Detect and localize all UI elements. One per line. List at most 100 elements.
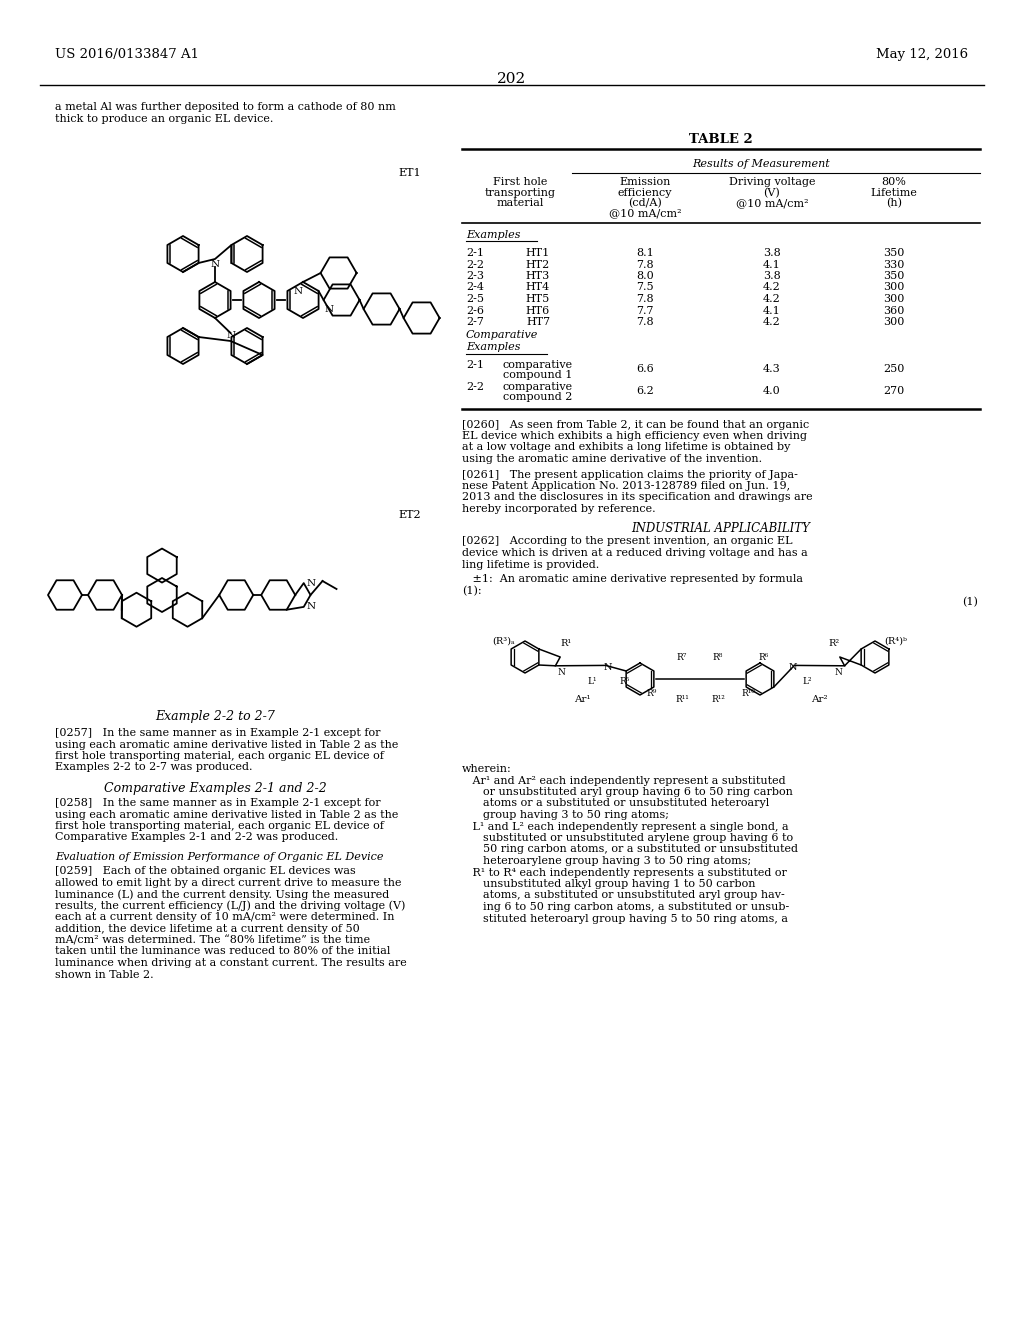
Text: R⁷: R⁷ — [677, 653, 687, 663]
Text: ing 6 to 50 ring carbon atoms, a substituted or unsub-: ing 6 to 50 ring carbon atoms, a substit… — [462, 902, 790, 912]
Text: 7.8: 7.8 — [636, 294, 653, 304]
Text: addition, the device lifetime at a current density of 50: addition, the device lifetime at a curre… — [55, 924, 359, 933]
Text: 300: 300 — [884, 294, 904, 304]
Text: 3.8: 3.8 — [763, 271, 781, 281]
Text: 6.6: 6.6 — [636, 364, 654, 375]
Text: 2-2: 2-2 — [466, 383, 484, 392]
Text: ET1: ET1 — [398, 168, 421, 178]
Text: HT3: HT3 — [526, 271, 550, 281]
Text: INDUSTRIAL APPLICABILITY: INDUSTRIAL APPLICABILITY — [632, 521, 810, 535]
Text: transporting: transporting — [484, 187, 555, 198]
Text: 7.8: 7.8 — [636, 260, 653, 269]
Text: substituted or unsubstituted arylene group having 6 to: substituted or unsubstituted arylene gro… — [462, 833, 794, 843]
Text: first hole transporting material, each organic EL device of: first hole transporting material, each o… — [55, 751, 384, 762]
Text: 2-1: 2-1 — [466, 248, 484, 257]
Text: taken until the luminance was reduced to 80% of the initial: taken until the luminance was reduced to… — [55, 946, 390, 957]
Text: (1):: (1): — [462, 586, 481, 595]
Text: 7.8: 7.8 — [636, 317, 653, 327]
Text: L²: L² — [803, 677, 812, 686]
Text: 2-3: 2-3 — [466, 271, 484, 281]
Text: Examples 2-2 to 2-7 was produced.: Examples 2-2 to 2-7 was produced. — [55, 763, 253, 772]
Text: R⁵: R⁵ — [618, 677, 630, 686]
Text: 3.8: 3.8 — [763, 248, 781, 257]
Text: Lifetime: Lifetime — [870, 187, 918, 198]
Text: 360: 360 — [884, 305, 904, 315]
Text: N: N — [557, 668, 565, 677]
Text: Ar¹ and Ar² each independently represent a substituted: Ar¹ and Ar² each independently represent… — [462, 776, 785, 785]
Text: efficiency: efficiency — [617, 187, 672, 198]
Text: HT2: HT2 — [526, 260, 550, 269]
Text: L¹ and L² each independently represent a single bond, a: L¹ and L² each independently represent a… — [462, 821, 788, 832]
Text: R¹⁰: R¹⁰ — [741, 689, 755, 698]
Text: 2-1: 2-1 — [466, 360, 484, 371]
Text: ET2: ET2 — [398, 510, 421, 520]
Text: 4.2: 4.2 — [763, 282, 781, 293]
Text: 250: 250 — [884, 364, 904, 375]
Text: N: N — [226, 331, 236, 341]
Text: at a low voltage and exhibits a long lifetime is obtained by: at a low voltage and exhibits a long lif… — [462, 442, 791, 453]
Text: @10 mA/cm²: @10 mA/cm² — [608, 209, 681, 219]
Text: Example 2-2 to 2-7: Example 2-2 to 2-7 — [155, 710, 274, 723]
Text: Examples: Examples — [466, 342, 520, 352]
Text: N: N — [294, 286, 302, 296]
Text: 4.0: 4.0 — [763, 387, 781, 396]
Text: TABLE 2: TABLE 2 — [689, 133, 753, 147]
Text: HT4: HT4 — [526, 282, 550, 293]
Text: 350: 350 — [884, 271, 904, 281]
Text: R¹ to R⁴ each independently represents a substituted or: R¹ to R⁴ each independently represents a… — [462, 867, 786, 878]
Text: unsubstituted alkyl group having 1 to 50 carbon: unsubstituted alkyl group having 1 to 50… — [462, 879, 756, 888]
Text: wherein:: wherein: — [462, 764, 512, 774]
Text: N: N — [307, 578, 315, 587]
Text: [0262]   According to the present invention, an organic EL: [0262] According to the present inventio… — [462, 536, 793, 546]
Text: [0257]   In the same manner as in Example 2-1 except for: [0257] In the same manner as in Example … — [55, 729, 381, 738]
Text: hereby incorporated by reference.: hereby incorporated by reference. — [462, 504, 655, 513]
Text: Results of Measurement: Results of Measurement — [692, 158, 829, 169]
Text: 4.1: 4.1 — [763, 260, 781, 269]
Text: 300: 300 — [884, 317, 904, 327]
Text: Comparative: Comparative — [466, 330, 539, 341]
Text: N: N — [835, 668, 843, 677]
Text: shown in Table 2.: shown in Table 2. — [55, 969, 154, 979]
Text: N: N — [325, 305, 334, 314]
Text: HT5: HT5 — [526, 294, 550, 304]
Text: using each aromatic amine derivative listed in Table 2 as the: using each aromatic amine derivative lis… — [55, 809, 398, 820]
Text: 2-4: 2-4 — [466, 282, 484, 293]
Text: luminance (L) and the current density. Using the measured: luminance (L) and the current density. U… — [55, 888, 389, 899]
Text: R¹¹: R¹¹ — [675, 696, 689, 705]
Text: N: N — [211, 260, 219, 269]
Text: or unsubstituted aryl group having 6 to 50 ring carbon: or unsubstituted aryl group having 6 to … — [462, 787, 793, 797]
Text: [0259]   Each of the obtained organic EL devices was: [0259] Each of the obtained organic EL d… — [55, 866, 355, 876]
Text: luminance when driving at a constant current. The results are: luminance when driving at a constant cur… — [55, 958, 407, 968]
Text: each at a current density of 10 mA/cm² were determined. In: each at a current density of 10 mA/cm² w… — [55, 912, 394, 921]
Text: R⁸: R⁸ — [713, 653, 723, 663]
Text: R²: R² — [828, 639, 840, 648]
Text: comparative: comparative — [503, 383, 573, 392]
Text: 7.5: 7.5 — [636, 282, 653, 293]
Text: 202: 202 — [498, 73, 526, 86]
Text: (R³)ₐ: (R³)ₐ — [493, 636, 515, 645]
Text: 330: 330 — [884, 260, 904, 269]
Text: Emission: Emission — [620, 177, 671, 187]
Text: a metal Al was further deposited to form a cathode of 80 nm: a metal Al was further deposited to form… — [55, 102, 396, 112]
Text: First hole: First hole — [493, 177, 547, 187]
Text: Evaluation of Emission Performance of Organic EL Device: Evaluation of Emission Performance of Or… — [55, 851, 384, 862]
Text: results, the current efficiency (L/J) and the driving voltage (V): results, the current efficiency (L/J) an… — [55, 900, 406, 911]
Text: R⁹: R⁹ — [647, 689, 657, 698]
Text: 4.1: 4.1 — [763, 305, 781, 315]
Text: (h): (h) — [886, 198, 902, 209]
Text: compound 1: compound 1 — [504, 371, 572, 380]
Text: allowed to emit light by a direct current drive to measure the: allowed to emit light by a direct curren… — [55, 878, 401, 887]
Text: HT1: HT1 — [526, 248, 550, 257]
Text: 4.2: 4.2 — [763, 317, 781, 327]
Text: 7.7: 7.7 — [636, 305, 653, 315]
Text: (cd/A): (cd/A) — [628, 198, 662, 209]
Text: N: N — [788, 663, 797, 672]
Text: R¹: R¹ — [560, 639, 571, 648]
Text: May 12, 2016: May 12, 2016 — [876, 48, 968, 61]
Text: device which is driven at a reduced driving voltage and has a: device which is driven at a reduced driv… — [462, 548, 808, 558]
Text: [0261]   The present application claims the priority of Japa-: [0261] The present application claims th… — [462, 470, 798, 479]
Text: R¹²: R¹² — [711, 696, 725, 705]
Text: nese Patent Application No. 2013-128789 filed on Jun. 19,: nese Patent Application No. 2013-128789 … — [462, 480, 791, 491]
Text: R⁶: R⁶ — [759, 653, 769, 663]
Text: HT7: HT7 — [526, 317, 550, 327]
